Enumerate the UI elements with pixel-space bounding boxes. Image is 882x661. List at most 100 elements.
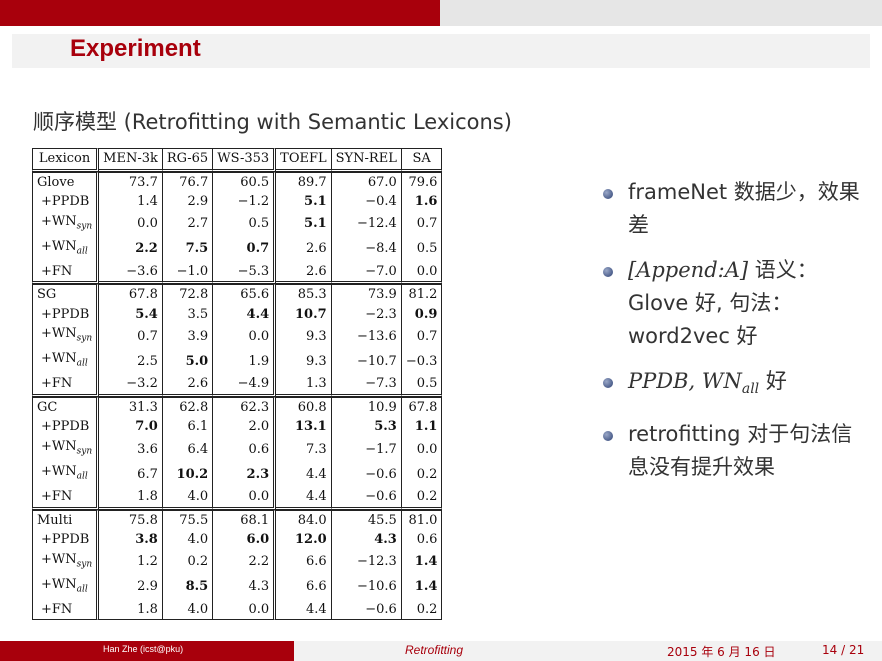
frame-title: Experiment <box>70 35 201 62</box>
table-cell: 5.1 <box>276 192 332 212</box>
table-cell: 2.0 <box>213 417 277 437</box>
table-cell: 1.3 <box>276 374 332 397</box>
table-cell: 4.4 <box>213 304 277 325</box>
table-cell: 4.0 <box>162 487 214 510</box>
table-cell: 75.8 <box>99 509 163 531</box>
table-row: Glove 73.7 76.7 60.5 89.7 67.0 79.6 <box>32 171 443 192</box>
row-label-subscript: syn <box>76 333 93 344</box>
bullet-text: 好 <box>759 369 787 393</box>
footer-author: Han Zhe (icst@pku) <box>103 644 184 654</box>
table-cell: 6.1 <box>163 417 214 437</box>
table-row: GC 31.3 62.8 62.3 60.8 10.9 67.8 <box>32 396 443 418</box>
table-cell: 1.2 <box>99 549 163 575</box>
row-label-text: +WN <box>41 326 77 342</box>
table-header-cell: WS-353 <box>213 148 277 172</box>
bullet-text: retrofitting 对于句法信息没有提升效果 <box>628 422 853 480</box>
row-label: +WNsyn <box>32 211 100 237</box>
table-cell: −7.0 <box>331 261 402 285</box>
table-row: +WNsyn 3.6 6.4 0.6 7.3 −1.7 0.0 <box>32 436 443 462</box>
table-cell: −3.6 <box>99 261 163 285</box>
table-header-cell: TOEFL <box>276 148 332 172</box>
row-label-text: +WN <box>41 351 77 367</box>
table-cell: −10.6 <box>332 574 402 600</box>
table-cell: 0.2 <box>163 549 214 575</box>
table-row: +WNall 2.5 5.0 1.9 9.3 −10.7 −0.3 <box>32 349 443 375</box>
row-label-subscript: all <box>76 584 88 595</box>
row-label: Glove <box>32 171 100 192</box>
slide-subtitle: 顺序模型 (Retrofitting with Semantic Lexicon… <box>33 110 512 134</box>
table-cell: 45.5 <box>331 509 402 531</box>
row-label: +WNsyn <box>32 549 100 575</box>
bullet-text: all <box>741 381 760 398</box>
table-row: +WNsyn 1.2 0.2 2.2 6.6 −12.3 1.4 <box>32 549 443 575</box>
table-cell: 0.7 <box>99 324 163 350</box>
row-label: GC <box>32 396 100 418</box>
bullet-text: PPDB, WN <box>628 369 742 393</box>
row-label-subscript: all <box>76 358 88 369</box>
row-label-text: +PPDB <box>41 306 90 322</box>
row-label: +PPDB <box>32 417 100 437</box>
bullet-item: retrofitting 对于句法信息没有提升效果 <box>603 418 873 484</box>
table-cell: 10.2 <box>163 461 214 488</box>
table-cell: 13.1 <box>276 417 332 437</box>
row-label-text: +PPDB <box>41 532 90 548</box>
row-label-text: +PPDB <box>41 194 90 209</box>
table-row: +WNsyn 0.7 3.9 0.0 9.3 −13.6 0.7 <box>32 324 443 350</box>
table-cell: −12.4 <box>332 211 402 237</box>
table-cell: 0.2 <box>402 461 443 488</box>
table-cell: 73.9 <box>331 284 402 305</box>
row-label: +FN <box>32 374 100 397</box>
table-cell: −0.6 <box>331 599 402 621</box>
table-cell: 68.1 <box>213 509 277 531</box>
footer-date: 2015 年 6 月 16 日 <box>667 645 776 659</box>
table-cell: 5.1 <box>276 211 332 237</box>
table-cell: −13.6 <box>332 324 402 350</box>
table-cell: 4.3 <box>332 530 402 550</box>
table-cell: 0.0 <box>401 261 443 285</box>
table-cell: 6.6 <box>276 574 332 600</box>
table-cell: 1.1 <box>402 417 443 437</box>
table-cell: 0.6 <box>402 530 443 550</box>
table-cell: 0.2 <box>401 487 443 510</box>
table-cell: 2.5 <box>99 349 163 375</box>
table-cell: 67.8 <box>99 284 163 305</box>
table-header-cell: Lexicon <box>32 148 100 172</box>
table-cell: 0.7 <box>213 236 277 262</box>
table-cell: 5.4 <box>99 304 163 325</box>
table-cell: −0.4 <box>332 192 402 212</box>
bullet-list: frameNet 数据少，效果差 [Append:A] 语义：Glove 好, 句… <box>603 176 873 496</box>
table-row: +FN −3.2 2.6 −4.9 1.3 −7.3 0.5 <box>32 374 443 397</box>
table-cell: 0.7 <box>402 324 443 350</box>
table-cell: 62.3 <box>213 396 277 418</box>
table-cell: 2.9 <box>163 192 214 212</box>
table-cell: 0.0 <box>213 324 277 350</box>
table-cell: −10.7 <box>332 349 402 375</box>
table-cell: 2.7 <box>163 211 214 237</box>
table-cell: 0.0 <box>213 487 277 510</box>
table-cell: 3.8 <box>99 530 163 550</box>
table-cell: −3.2 <box>99 374 163 397</box>
table-cell: 60.5 <box>213 171 277 192</box>
table-cell: 10.9 <box>331 396 402 418</box>
row-label-text: +WN <box>41 238 77 254</box>
table-cell: 1.9 <box>213 349 277 375</box>
table-row: +PPDB 3.8 4.0 6.0 12.0 4.3 0.6 <box>32 530 443 550</box>
table-row: +WNall 6.7 10.2 2.3 4.4 −0.6 0.2 <box>32 461 443 488</box>
row-label-text: GC <box>37 399 58 415</box>
table-cell: 62.8 <box>162 396 214 418</box>
row-label-text: +PPDB <box>41 419 90 435</box>
table-cell: 7.3 <box>276 436 332 462</box>
bullet-item: [Append:A] 语义：Glove 好, 句法：word2vec 好 <box>603 254 873 353</box>
table-cell: 4.3 <box>213 574 277 600</box>
row-label-text: +WN <box>41 438 77 454</box>
table-cell: −5.3 <box>213 261 277 285</box>
row-label-subscript: all <box>76 471 88 482</box>
bullet-ball-icon <box>603 189 613 199</box>
table-cell: −7.3 <box>331 374 402 397</box>
table-cell: 31.3 <box>99 396 163 418</box>
table-cell: 67.0 <box>331 171 402 192</box>
table-cell: 2.6 <box>276 261 332 285</box>
table-cell: 4.4 <box>276 487 332 510</box>
row-label: +WNsyn <box>32 436 100 462</box>
header-bar-right <box>440 0 882 26</box>
